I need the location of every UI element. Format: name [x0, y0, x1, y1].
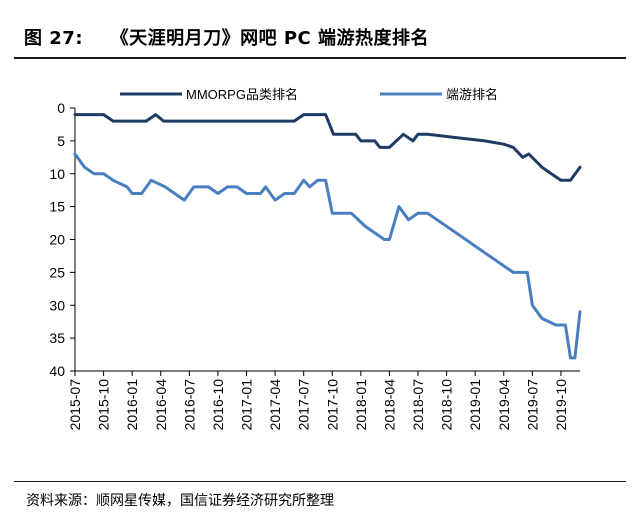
y-tick-label: 30 [49, 297, 65, 313]
y-tick-label: 25 [49, 264, 65, 280]
y-tick-label: 40 [49, 363, 65, 379]
x-tick-label: 2015-07 [67, 379, 83, 431]
x-tick-label: 2017-01 [239, 379, 255, 431]
figure-label: 图 27: [24, 28, 84, 49]
header-rule [14, 57, 626, 59]
source-note: 资料来源：顺网星传媒，国信证券经济研究所整理 [26, 493, 334, 509]
x-tick-label: 2017-10 [324, 379, 340, 431]
x-axis: 2015-07 2015-10 2016-01 2016-04 2016-07 2016-… [67, 370, 580, 431]
footer-rule [14, 481, 626, 482]
y-tick-label: 35 [49, 330, 65, 346]
y-tick-label: 20 [49, 232, 65, 248]
x-tick-label: 2019-01 [467, 379, 483, 431]
legend-label-1: MMORPG品类排名 [186, 87, 298, 102]
x-tick-label: 2018-01 [353, 379, 369, 431]
x-tick-label: 2018-07 [410, 379, 426, 431]
figure-title: 图 27: 《天涯明月刀》网吧 PC 端游热度排名 [24, 24, 429, 50]
y-tick-label: 0 [57, 100, 65, 116]
x-tick-label: 2019-10 [553, 379, 569, 431]
y-tick-label: 10 [49, 166, 65, 182]
x-tick-label: 2017-04 [267, 379, 283, 431]
y-axis: 0 5 10 15 20 25 30 35 40 [49, 100, 76, 379]
x-tick-label: 2018-04 [381, 379, 397, 431]
x-tick-label: 2017-07 [296, 379, 312, 431]
x-tick-label: 2016-04 [153, 379, 169, 431]
plot-series [73, 113, 582, 360]
chart-legend: MMORPG品类排名 端游排名 [120, 87, 498, 102]
figure-header: 图 27: 《天涯明月刀》网吧 PC 端游热度排名 [0, 0, 640, 54]
series-line-2 [73, 152, 582, 360]
chart-title: 《天涯明月刀》网吧 PC 端游热度排名 [110, 28, 430, 49]
x-tick-label: 2019-07 [524, 379, 540, 431]
x-tick-label: 2018-10 [439, 379, 455, 431]
x-tick-label: 2016-07 [181, 379, 197, 431]
x-tick-label: 2015-10 [96, 379, 112, 431]
y-tick-label: 15 [49, 199, 65, 215]
series-line-1 [73, 113, 582, 182]
legend-label-2: 端游排名 [446, 87, 498, 102]
x-tick-label: 2019-04 [496, 379, 512, 431]
x-tick-label: 2016-01 [124, 379, 140, 431]
y-tick-label: 5 [57, 133, 65, 149]
x-tick-label: 2016-10 [210, 379, 226, 431]
